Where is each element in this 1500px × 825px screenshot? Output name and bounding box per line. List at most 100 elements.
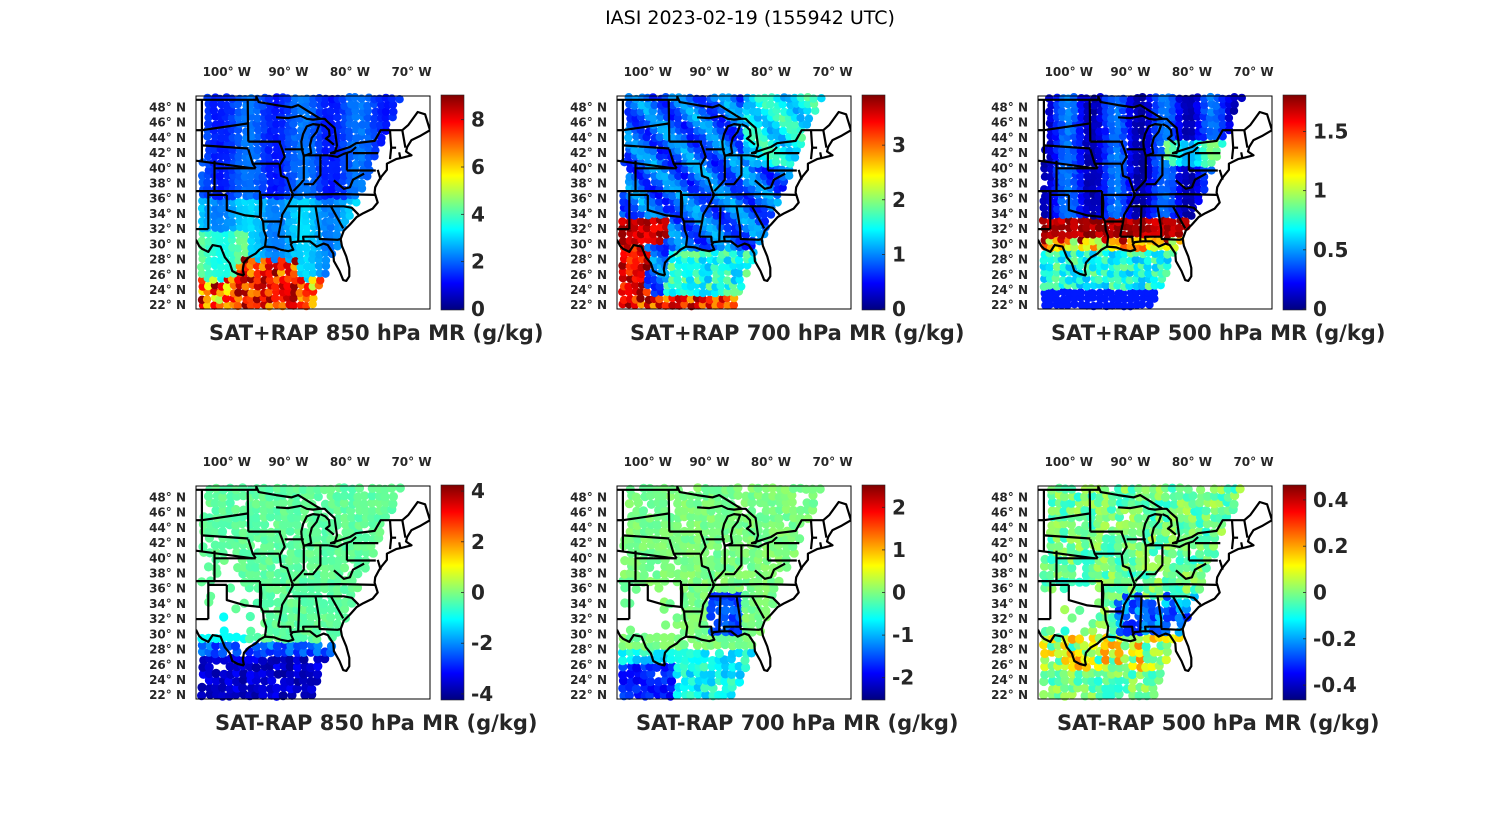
data-point xyxy=(1137,269,1147,278)
data-point xyxy=(1095,513,1105,523)
data-point xyxy=(241,242,250,252)
data-point xyxy=(302,94,312,103)
data-point xyxy=(382,120,391,129)
boundary-line xyxy=(1038,159,1095,170)
data-point xyxy=(1058,127,1067,136)
y-tick-label: 34° N xyxy=(149,207,186,221)
data-point xyxy=(1168,584,1178,594)
data-point xyxy=(1160,492,1171,502)
data-point xyxy=(1183,484,1193,494)
data-point xyxy=(361,533,371,543)
data-point xyxy=(687,569,697,579)
data-point xyxy=(666,654,676,664)
data-point xyxy=(674,146,683,155)
data-point xyxy=(706,513,716,523)
y-tick-label: 42° N xyxy=(570,146,607,160)
colorbar-tick-label: 0 xyxy=(1313,297,1327,321)
boundary-line xyxy=(1101,216,1110,247)
data-point xyxy=(375,94,384,103)
data-point xyxy=(370,114,379,123)
data-point xyxy=(624,107,633,117)
data-point xyxy=(707,485,717,495)
y-tick-label: 26° N xyxy=(991,268,1028,282)
map-frame xyxy=(1037,485,1273,700)
data-point xyxy=(222,282,232,292)
data-point xyxy=(204,675,214,685)
colorbar-tick-label: -4 xyxy=(471,682,493,706)
data-point xyxy=(1126,165,1135,174)
data-point xyxy=(632,132,641,141)
data-point xyxy=(674,171,683,181)
boundary-line xyxy=(1161,123,1177,146)
data-point xyxy=(655,294,664,304)
boundary-line xyxy=(1139,206,1143,242)
data-point xyxy=(1100,562,1110,572)
boundary-line xyxy=(667,99,671,142)
data-point xyxy=(1120,641,1130,651)
data-point xyxy=(790,153,800,162)
data-point xyxy=(630,223,639,232)
colorbar-tick-label: 4 xyxy=(471,202,485,226)
figure-title: IASI 2023-02-19 (155942 UTC) xyxy=(605,7,895,29)
y-tick-label: 30° N xyxy=(570,627,607,641)
boundary-line xyxy=(1240,542,1244,549)
data-point xyxy=(234,198,244,207)
data-point xyxy=(1101,655,1111,665)
boundary-line xyxy=(740,123,756,146)
data-point xyxy=(1181,171,1191,180)
data-point xyxy=(339,584,349,595)
data-point xyxy=(267,676,277,686)
data-point xyxy=(1061,655,1071,665)
data-point xyxy=(1202,533,1212,544)
data-point xyxy=(649,243,659,252)
data-point xyxy=(1229,499,1239,509)
boundary-line xyxy=(259,216,268,247)
data-point xyxy=(1088,683,1098,693)
data-point xyxy=(339,491,350,501)
data-point xyxy=(1148,562,1158,572)
data-point xyxy=(332,584,342,594)
data-point xyxy=(1181,158,1190,167)
data-point xyxy=(258,492,268,502)
data-point xyxy=(1202,519,1212,529)
data-point xyxy=(1135,548,1145,558)
data-point xyxy=(222,294,231,303)
data-point xyxy=(1147,662,1157,672)
data-point xyxy=(733,534,743,544)
data-point xyxy=(271,282,280,292)
data-point xyxy=(686,690,696,700)
boundary-line xyxy=(319,513,335,536)
data-point xyxy=(718,263,727,272)
colorbar-tick-label: 0 xyxy=(471,297,485,321)
data-point xyxy=(234,229,243,238)
boundary-line xyxy=(718,596,722,632)
data-point xyxy=(1040,655,1050,665)
y-tick-label: 48° N xyxy=(570,490,607,504)
boundary-line xyxy=(247,148,257,169)
data-point xyxy=(1045,107,1054,116)
data-point xyxy=(631,584,641,594)
data-point xyxy=(246,178,255,188)
data-point xyxy=(761,492,771,502)
data-point xyxy=(316,276,325,285)
data-point xyxy=(728,612,738,622)
data-point xyxy=(1175,583,1185,594)
boundary-line xyxy=(300,513,321,548)
data-point xyxy=(1133,172,1142,181)
data-point xyxy=(1039,570,1049,580)
data-point xyxy=(1209,484,1219,494)
data-point xyxy=(1119,256,1128,265)
y-tick-label: 26° N xyxy=(570,268,607,282)
data-point xyxy=(1162,166,1171,175)
data-point xyxy=(803,99,813,109)
data-point xyxy=(211,505,221,516)
y-tick-label: 44° N xyxy=(149,131,186,145)
data-point xyxy=(668,191,677,201)
data-point xyxy=(1128,527,1138,538)
data-point xyxy=(649,255,658,265)
data-point xyxy=(308,249,318,258)
data-point xyxy=(1218,120,1228,129)
data-point xyxy=(1070,218,1079,227)
data-point xyxy=(308,211,317,220)
data-point xyxy=(1094,570,1104,580)
